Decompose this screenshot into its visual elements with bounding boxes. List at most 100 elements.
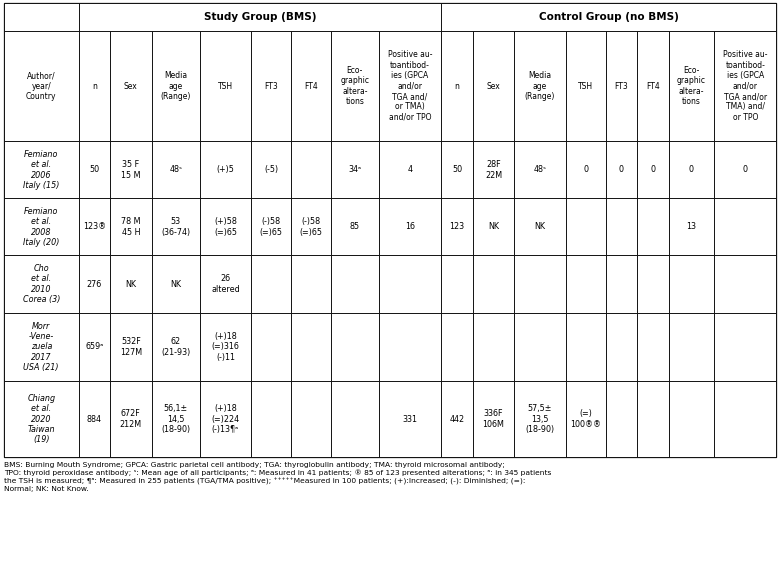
Text: TSH: TSH	[578, 81, 593, 91]
Bar	[4, 3, 79, 31]
Bar	[566, 313, 605, 381]
Text: (-)58
(=)65: (-)58 (=)65	[300, 217, 322, 237]
Bar	[714, 141, 776, 198]
Bar	[331, 255, 379, 313]
Bar	[291, 31, 331, 141]
Bar	[473, 255, 514, 313]
Bar	[79, 255, 110, 313]
Text: 4: 4	[408, 165, 412, 175]
Bar	[605, 313, 637, 381]
Bar	[251, 141, 291, 198]
Text: 62
(21-93): 62 (21-93)	[161, 337, 191, 357]
Bar	[152, 313, 200, 381]
Bar	[637, 198, 668, 255]
Bar	[110, 381, 152, 457]
Bar	[79, 31, 110, 141]
Bar	[514, 198, 566, 255]
Text: Sex: Sex	[124, 81, 138, 91]
Text: NK: NK	[488, 222, 499, 232]
Bar	[714, 313, 776, 381]
Bar	[4, 198, 79, 255]
Bar	[566, 31, 605, 141]
Bar	[441, 198, 473, 255]
Text: (+)58
(=)65: (+)58 (=)65	[214, 217, 237, 237]
Text: 123: 123	[450, 222, 464, 232]
Bar	[331, 141, 379, 198]
Bar	[4, 313, 79, 381]
Text: 532F
127M: 532F 127M	[120, 337, 142, 357]
Bar	[637, 255, 668, 313]
Text: Morr
-Vene-
zuela
2017
USA (21): Morr -Vene- zuela 2017 USA (21)	[23, 322, 59, 372]
Bar	[251, 255, 291, 313]
Bar	[473, 381, 514, 457]
Text: 0: 0	[689, 165, 694, 175]
Text: Media
age
(Range): Media age (Range)	[524, 71, 555, 101]
Bar	[4, 3, 776, 457]
Bar	[291, 255, 331, 313]
Bar	[110, 313, 152, 381]
Text: (=)
100®®: (=) 100®®	[570, 409, 601, 429]
Bar	[637, 31, 668, 141]
Bar	[637, 313, 668, 381]
Text: NK: NK	[534, 222, 545, 232]
Bar	[379, 31, 441, 141]
Text: (-5): (-5)	[264, 165, 279, 175]
Text: 85: 85	[350, 222, 360, 232]
Bar	[566, 255, 605, 313]
Text: Eco-
graphic
altera-
tions: Eco- graphic altera- tions	[341, 66, 370, 107]
Text: (+)18
(=)316
(-)11: (+)18 (=)316 (-)11	[212, 332, 240, 362]
Bar	[251, 31, 291, 141]
Text: 16: 16	[405, 222, 415, 232]
Text: 48ˢ: 48ˢ	[534, 165, 546, 175]
Text: 13: 13	[686, 222, 696, 232]
Bar	[605, 198, 637, 255]
Bar	[441, 3, 776, 31]
Text: 0: 0	[619, 165, 624, 175]
Bar	[152, 141, 200, 198]
Bar	[200, 141, 251, 198]
Text: n: n	[454, 81, 459, 91]
Text: 78 M
45 H: 78 M 45 H	[121, 217, 141, 237]
Text: 50: 50	[452, 165, 462, 175]
Text: Author/
year/
Country: Author/ year/ Country	[26, 71, 57, 101]
Bar	[79, 141, 110, 198]
Text: 50: 50	[89, 165, 100, 175]
Text: 331: 331	[402, 414, 418, 424]
Text: 0: 0	[583, 165, 588, 175]
Bar	[331, 381, 379, 457]
Bar	[714, 198, 776, 255]
Text: 0: 0	[650, 165, 655, 175]
Text: Positive au-
toantibod-
ies (GPCA
and/or
TGA and/
or TMA)
and/or TPO: Positive au- toantibod- ies (GPCA and/or…	[387, 51, 433, 122]
Bar	[331, 198, 379, 255]
Bar	[291, 198, 331, 255]
Bar	[566, 381, 605, 457]
Text: Chiang
et al.
2020
Taiwan
(19): Chiang et al. 2020 Taiwan (19)	[27, 394, 55, 444]
Bar	[291, 141, 331, 198]
Bar	[637, 381, 668, 457]
Text: FT4: FT4	[304, 81, 317, 91]
Bar	[605, 141, 637, 198]
Text: 48ˢ: 48ˢ	[169, 165, 182, 175]
Bar	[379, 381, 441, 457]
Bar	[79, 3, 441, 31]
Bar	[251, 381, 291, 457]
Bar	[605, 31, 637, 141]
Text: 672F
212M: 672F 212M	[120, 409, 142, 429]
Bar	[200, 198, 251, 255]
Bar	[473, 313, 514, 381]
Bar	[668, 198, 714, 255]
Text: (+)5: (+)5	[216, 165, 234, 175]
Bar	[714, 381, 776, 457]
Bar	[566, 141, 605, 198]
Bar	[514, 141, 566, 198]
Bar	[637, 141, 668, 198]
Bar	[291, 381, 331, 457]
Text: 0: 0	[743, 165, 748, 175]
Text: 53
(36-74): 53 (36-74)	[161, 217, 191, 237]
Text: NK: NK	[170, 279, 181, 289]
Text: 28F
22M: 28F 22M	[485, 160, 502, 180]
Text: TSH: TSH	[218, 81, 233, 91]
Text: 26
altered: 26 altered	[211, 274, 240, 294]
Bar	[668, 31, 714, 141]
Bar	[605, 255, 637, 313]
